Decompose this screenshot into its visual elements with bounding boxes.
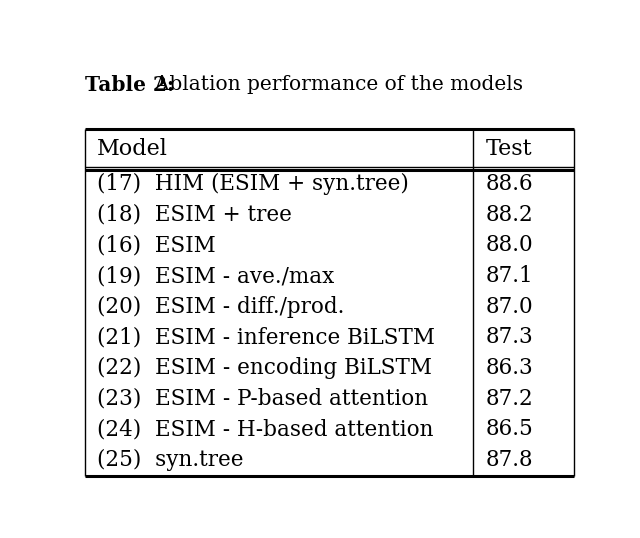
Text: (17)  HIM (ESIM + syn.tree): (17) HIM (ESIM + syn.tree) bbox=[97, 173, 409, 195]
Text: (16)  ESIM: (16) ESIM bbox=[97, 235, 216, 257]
Text: 88.0: 88.0 bbox=[486, 235, 533, 257]
Text: 87.0: 87.0 bbox=[486, 296, 533, 318]
Text: 86.3: 86.3 bbox=[486, 357, 534, 379]
Text: 86.5: 86.5 bbox=[486, 419, 534, 441]
Text: Model: Model bbox=[97, 138, 168, 160]
Text: (24)  ESIM - H-based attention: (24) ESIM - H-based attention bbox=[97, 419, 434, 441]
Text: 87.2: 87.2 bbox=[486, 388, 534, 410]
Text: 87.3: 87.3 bbox=[486, 327, 534, 349]
Text: (20)  ESIM - diff./prod.: (20) ESIM - diff./prod. bbox=[97, 296, 345, 318]
Text: (21)  ESIM - inference BiLSTM: (21) ESIM - inference BiLSTM bbox=[97, 327, 435, 349]
Text: 88.2: 88.2 bbox=[486, 204, 534, 225]
Text: (18)  ESIM + tree: (18) ESIM + tree bbox=[97, 204, 292, 225]
Text: 87.8: 87.8 bbox=[486, 449, 533, 471]
Text: Ablation performance of the models: Ablation performance of the models bbox=[142, 75, 523, 94]
Text: (19)  ESIM - ave./max: (19) ESIM - ave./max bbox=[97, 265, 335, 287]
Text: Test: Test bbox=[486, 138, 532, 160]
Text: 87.1: 87.1 bbox=[486, 265, 533, 287]
Text: (23)  ESIM - P-based attention: (23) ESIM - P-based attention bbox=[97, 388, 429, 410]
Text: (25)  syn.tree: (25) syn.tree bbox=[97, 449, 244, 471]
Text: (22)  ESIM - encoding BiLSTM: (22) ESIM - encoding BiLSTM bbox=[97, 357, 433, 379]
Text: 88.6: 88.6 bbox=[486, 173, 533, 195]
Text: Table 2:: Table 2: bbox=[85, 75, 174, 95]
